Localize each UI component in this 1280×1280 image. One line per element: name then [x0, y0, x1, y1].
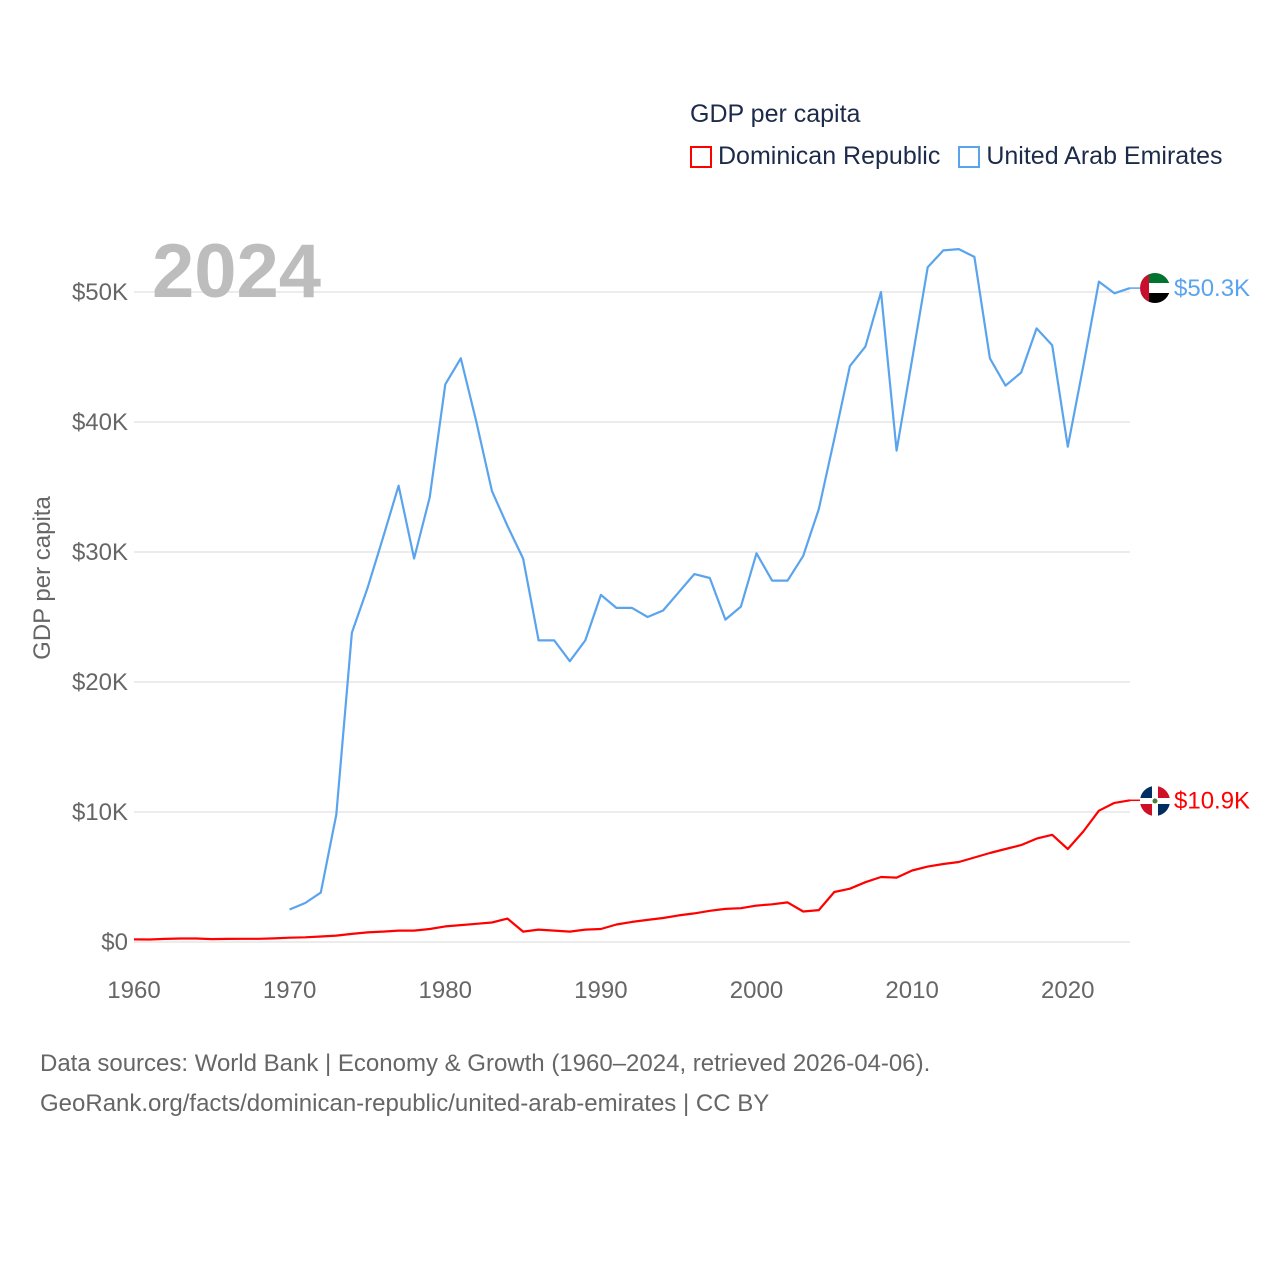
uae-flag-icon — [1140, 273, 1170, 303]
y-tick-label: $50K — [72, 279, 128, 306]
legend-item-dominican-republic[interactable]: Dominican Republic — [690, 142, 940, 171]
legend-label: United Arab Emirates — [986, 142, 1223, 170]
dominican-republic-flag-icon — [1140, 786, 1170, 816]
end-value-label: $10.9K — [1174, 787, 1250, 814]
legend-title: GDP per capita — [690, 100, 861, 128]
legend: Dominican Republic United Arab Emirates — [690, 142, 1223, 171]
legend-item-united-arab-emirates[interactable]: United Arab Emirates — [958, 142, 1223, 171]
legend-label: Dominican Republic — [718, 142, 941, 170]
footer: Data sources: World Bank | Economy & Gro… — [40, 1044, 930, 1124]
footer-sources: Data sources: World Bank | Economy & Gro… — [40, 1050, 931, 1077]
legend-swatch — [690, 145, 712, 168]
end-value-label: $50.3K — [1174, 275, 1250, 302]
year-label: 2024 — [152, 229, 322, 314]
y-tick-label: $30K — [72, 539, 128, 566]
y-tick-label: $0 — [101, 929, 128, 956]
x-tick-label: 1960 — [107, 977, 160, 1004]
y-tick-label: $20K — [72, 669, 128, 696]
footer-link[interactable]: GeoRank.org/facts/dominican-republic/uni… — [40, 1090, 770, 1117]
series-line-dominican-republic[interactable] — [133, 799, 1131, 941]
x-tick-label: 2000 — [730, 977, 783, 1004]
x-tick-label: 2020 — [1041, 977, 1094, 1004]
y-tick-label: $10K — [72, 799, 128, 826]
x-tick-label: 2010 — [885, 977, 938, 1004]
legend-swatch — [958, 145, 981, 168]
x-tick-label: 1970 — [263, 977, 316, 1004]
x-tick-label: 1980 — [419, 977, 472, 1004]
x-tick-label: 1990 — [574, 977, 627, 1004]
y-axis-title: GDP per capita — [29, 496, 56, 660]
y-tick-label: $40K — [72, 409, 128, 436]
series-line-united-arab-emirates[interactable] — [289, 248, 1131, 911]
